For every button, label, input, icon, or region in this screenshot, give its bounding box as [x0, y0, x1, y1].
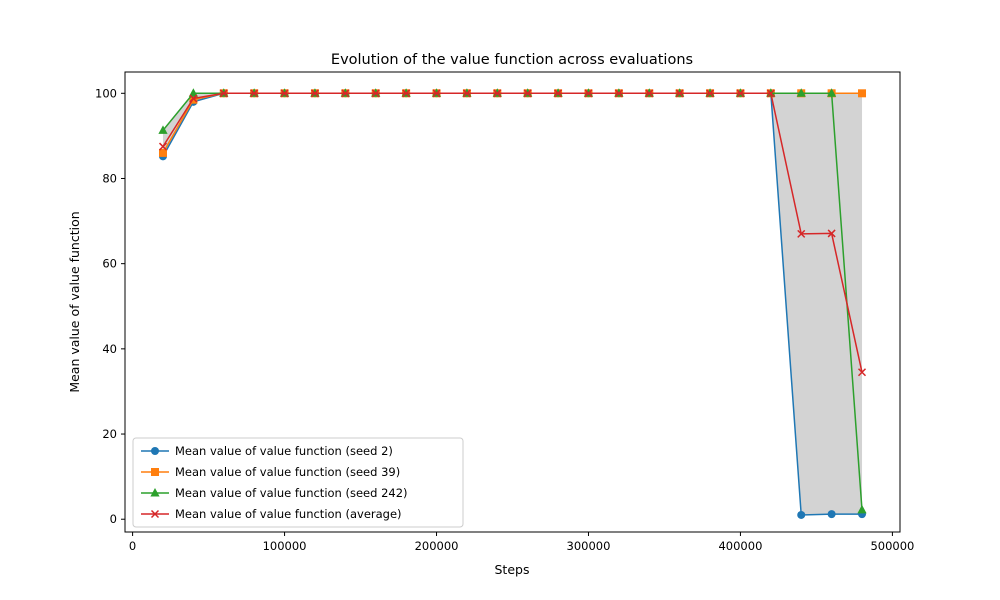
- y-axis-label: Mean value of value function: [67, 211, 82, 392]
- legend-swatch-marker: [151, 468, 159, 476]
- data-point: [614, 89, 623, 98]
- legend-label: Mean value of value function (average): [175, 507, 402, 521]
- series-3: [158, 89, 867, 377]
- data-point: [827, 229, 836, 238]
- legend-frame: [132, 437, 464, 528]
- data-point: [554, 89, 563, 98]
- x-tick-label: 400000: [718, 539, 762, 553]
- data-point: [827, 510, 836, 519]
- legend-swatch-marker: [150, 509, 160, 519]
- data-point: [645, 89, 654, 98]
- chart-title: Evolution of the value function across e…: [331, 52, 693, 68]
- y-tick-label: 0: [110, 512, 117, 526]
- data-point: [857, 368, 867, 377]
- data-point: [341, 89, 350, 98]
- y-tick-label: 60: [102, 257, 117, 271]
- data-point: [797, 229, 806, 238]
- legend-swatch-marker: [150, 488, 160, 497]
- data-point: [675, 89, 684, 98]
- y-tick-label: 100: [95, 86, 117, 100]
- x-tick-label: 200000: [415, 539, 459, 553]
- legend-entry: Mean value of value function (seed 39): [141, 465, 400, 479]
- data-point: [158, 142, 168, 151]
- data-point: [797, 510, 806, 519]
- legend-label: Mean value of value function (seed 242): [175, 486, 408, 500]
- x-tick-label: 0: [129, 539, 136, 553]
- data-point: [706, 89, 715, 98]
- data-point: [219, 89, 228, 98]
- x-tick-label: 500000: [870, 539, 914, 553]
- series-line-1: [162, 92, 863, 154]
- legend: Mean value of value function (seed 2) Mea…: [132, 437, 464, 528]
- y-axis: 0 20 40 60 80 100: [95, 86, 125, 526]
- series-layer: [158, 88, 867, 519]
- data-point: [858, 89, 867, 98]
- data-point: [462, 89, 471, 98]
- data-point: [796, 88, 806, 97]
- legend-swatch-marker: [151, 447, 159, 455]
- data-point: [493, 89, 502, 98]
- legend-entry: Mean value of value function (seed 242): [141, 486, 408, 500]
- y-tick-label: 80: [102, 171, 117, 185]
- series-1: [158, 89, 867, 157]
- data-point: [250, 89, 259, 98]
- x-axis-label: Steps: [495, 562, 530, 577]
- legend-entry: Mean value of value function (seed 2): [141, 444, 393, 458]
- x-tick-label: 300000: [567, 539, 611, 553]
- data-point: [280, 89, 289, 98]
- legend-label: Mean value of value function (seed 2): [175, 444, 393, 458]
- x-axis: 0 100000 200000 300000 400000 500000: [129, 532, 914, 553]
- data-point: [432, 89, 441, 98]
- data-point: [857, 504, 867, 514]
- data-point: [827, 88, 837, 97]
- data-point: [158, 125, 168, 134]
- legend-label: Mean value of value function (seed 39): [175, 465, 400, 479]
- data-point: [766, 89, 775, 98]
- min-max-band: [162, 93, 863, 515]
- data-point: [189, 94, 198, 103]
- data-point: [310, 89, 319, 98]
- plot-area-frame: [124, 71, 901, 533]
- legend-entry: Mean value of value function (average): [141, 507, 402, 521]
- data-point: [371, 89, 380, 98]
- min-max-band-area: [162, 93, 863, 515]
- data-point: [188, 88, 198, 97]
- data-point: [736, 89, 745, 98]
- x-tick-label: 100000: [263, 539, 307, 553]
- y-tick-label: 40: [102, 342, 117, 356]
- series-line-3: [162, 92, 863, 373]
- data-point: [584, 89, 593, 98]
- data-point: [523, 89, 532, 98]
- data-point: [402, 89, 411, 98]
- y-tick-label: 20: [102, 427, 117, 441]
- data-point: [158, 148, 167, 157]
